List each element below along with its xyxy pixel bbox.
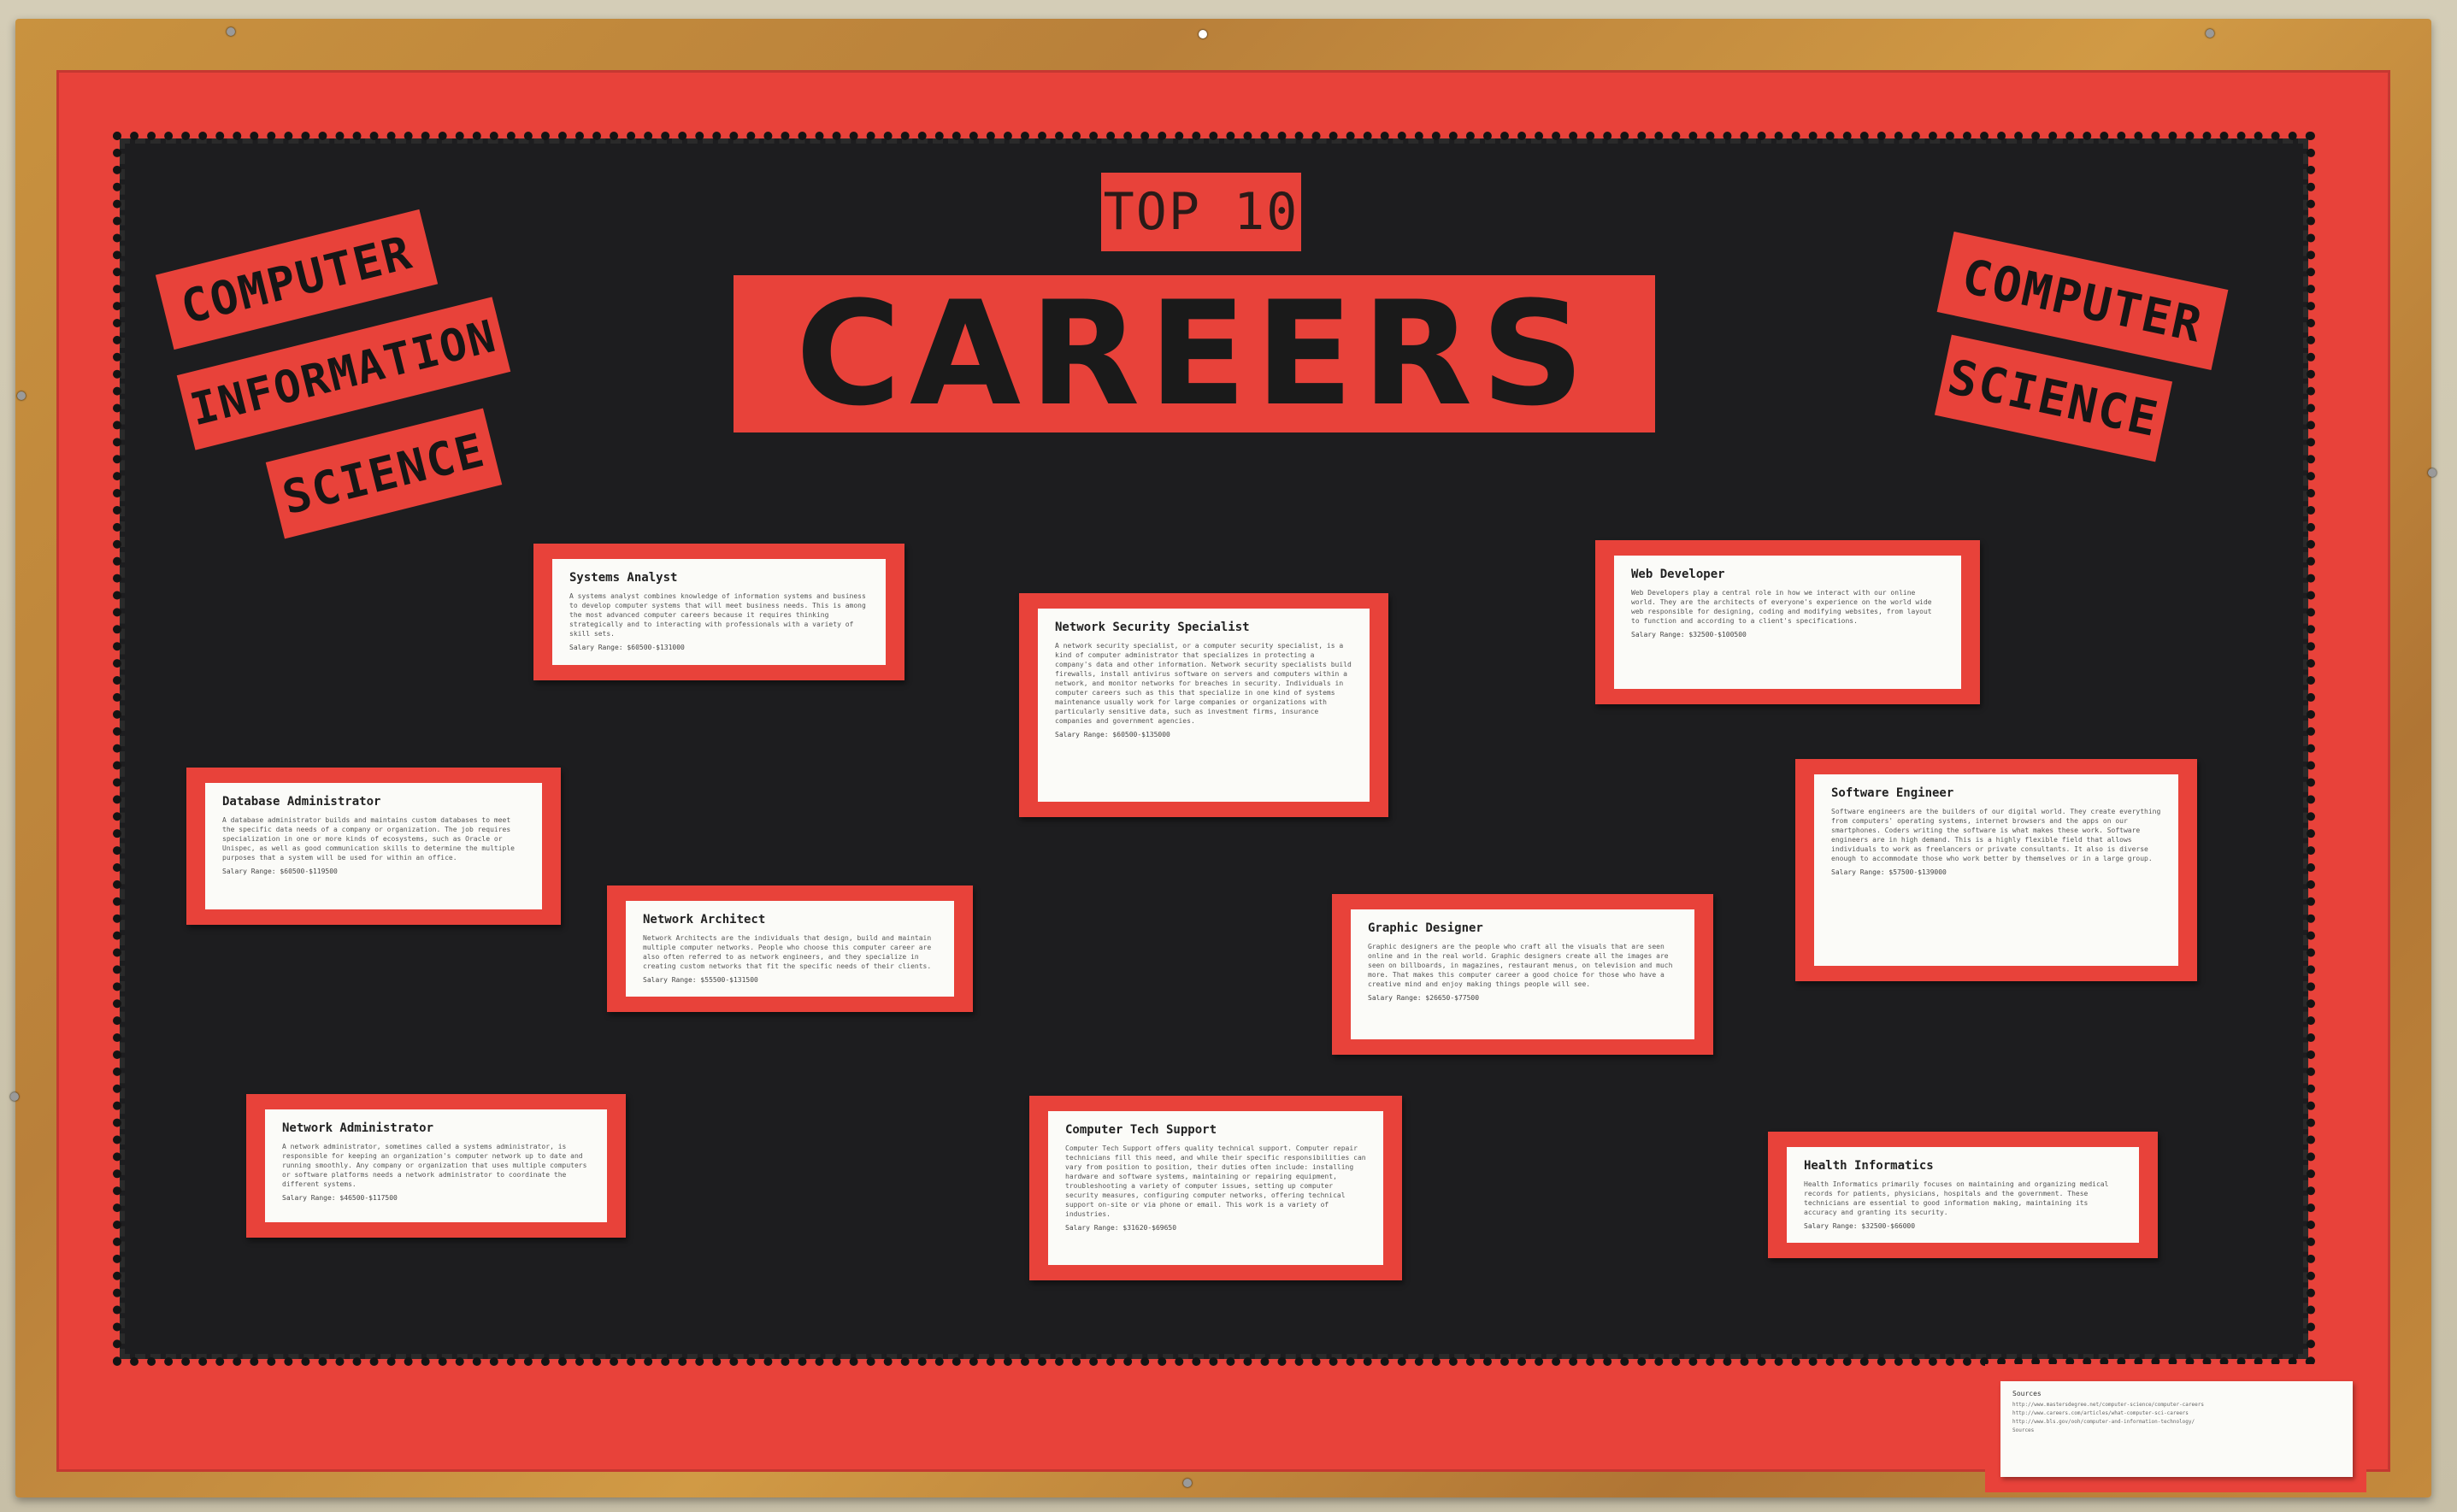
career-card-systems-analyst: Systems Analyst A systems analyst combin… (533, 544, 904, 680)
wall-screw (2206, 29, 2214, 38)
card-salary: Salary Range: $46500-$117500 (282, 1194, 398, 1202)
card-salary: Salary Range: $57500-$139000 (1831, 868, 1947, 876)
career-card-network-security-specialist: Network Security Specialist A network se… (1019, 593, 1388, 817)
wall-screw (2428, 468, 2436, 477)
card-description: Software engineers are the builders of o… (1831, 808, 2161, 862)
card-title: Computer Tech Support (1065, 1123, 1217, 1137)
card-description: Computer Tech Support offers quality tec… (1065, 1144, 1366, 1218)
card-description: Health Informatics primarily focuses on … (1804, 1180, 2109, 1216)
sources-sheet: Sources http://www.mastersdegree.net/com… (2000, 1381, 2353, 1477)
wall-screw (227, 27, 235, 36)
card-salary: Salary Range: $32500-$100500 (1631, 631, 1747, 638)
source-link: Sources (2012, 1427, 2035, 1433)
wall-screw (10, 1092, 19, 1101)
careers-title: CAREERS (734, 270, 1655, 438)
career-card-web-developer: Web Developer Web Developers play a cent… (1595, 540, 1980, 704)
career-card-network-administrator: Network Administrator A network administ… (246, 1094, 626, 1238)
card-title: Software Engineer (1831, 786, 1954, 800)
career-card-software-engineer: Software Engineer Software engineers are… (1795, 759, 2197, 981)
card-description: A network security specialist, or a comp… (1055, 642, 1352, 725)
career-card-database-administrator: Database Administrator A database admini… (186, 768, 561, 925)
career-card-graphic-designer: Graphic Designer Graphic designers are t… (1332, 894, 1713, 1055)
card-title: Network Architect (643, 913, 766, 927)
card-title: Systems Analyst (569, 571, 678, 585)
card-title: Graphic Designer (1368, 921, 1483, 935)
source-link: http://www.careers.com/articles/what-com… (2012, 1410, 2189, 1416)
card-salary: Salary Range: $32500-$66000 (1804, 1222, 1916, 1230)
card-salary: Salary Range: $26650-$77500 (1368, 994, 1480, 1002)
card-salary: Salary Range: $55500-$131500 (643, 976, 758, 984)
source-link: http://www.mastersdegree.net/computer-sc… (2012, 1402, 2204, 1408)
career-card-health-informatics: Health Informatics Health Informatics pr… (1768, 1132, 2158, 1258)
wall-screw (1199, 30, 1207, 38)
source-link: http://www.bls.gov/ooh/computer-and-info… (2012, 1419, 2195, 1425)
career-card-network-architect: Network Architect Network Architects are… (607, 885, 973, 1012)
wall-screw (1183, 1479, 1192, 1487)
card-salary: Salary Range: $60500-$131000 (569, 644, 685, 651)
card-description: Web Developers play a central role in ho… (1631, 589, 1932, 625)
card-title: Database Administrator (222, 795, 381, 809)
card-salary: Salary Range: $60500-$135000 (1055, 731, 1170, 738)
card-description: Graphic designers are the people who cra… (1368, 943, 1673, 988)
card-salary: Salary Range: $31620-$69650 (1065, 1224, 1177, 1232)
sources-heading: Sources (2012, 1390, 2042, 1397)
card-title: Health Informatics (1804, 1159, 1934, 1173)
card-title: Network Administrator (282, 1121, 434, 1135)
career-card-computer-tech-support: Computer Tech Support Computer Tech Supp… (1029, 1096, 1402, 1280)
card-description: A database administrator builds and main… (222, 816, 515, 862)
top-10-label: TOP 10 (1101, 173, 1301, 251)
card-description: A network administrator, sometimes calle… (282, 1143, 587, 1188)
wall-screw (17, 391, 26, 400)
card-title: Web Developer (1631, 568, 1725, 581)
card-description: A systems analyst combines knowledge of … (569, 592, 866, 638)
card-description: Network Architects are the individuals t… (643, 934, 932, 970)
card-title: Network Security Specialist (1055, 621, 1250, 634)
card-salary: Salary Range: $60500-$119500 (222, 868, 338, 875)
